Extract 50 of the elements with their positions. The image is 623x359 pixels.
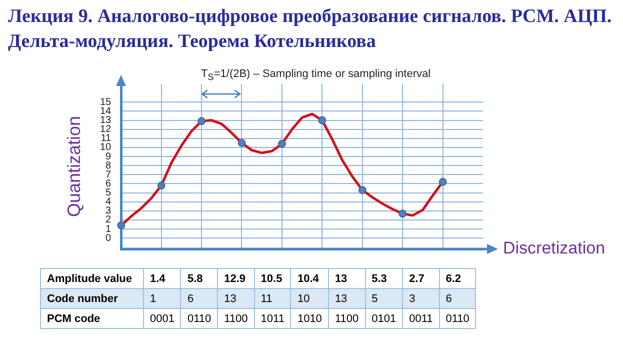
text: 1100 (218, 308, 254, 328)
y-tick-label: 2 (106, 214, 112, 226)
text: 11 (254, 288, 291, 308)
x-axis-title: Discretization (503, 238, 606, 258)
text: 5.3 (365, 268, 403, 288)
text: 0110 (180, 308, 218, 328)
y-tick-label: 14 (100, 106, 112, 117)
y-axis-title: Quantization (64, 116, 84, 218)
y-tick-label: 10 (100, 142, 112, 154)
text: 6 (439, 288, 476, 308)
y-tick-label: 9 (106, 151, 112, 162)
text: 5.8 (180, 268, 218, 288)
y-tick-label: 3 (106, 206, 112, 217)
y-tick-label: 8 (106, 160, 112, 172)
text: 1 (144, 288, 181, 308)
text: 12.9 (218, 268, 254, 288)
text: 13 (328, 288, 366, 308)
text: 6 (180, 288, 218, 308)
text: 0001 (144, 308, 181, 328)
text: PCM code (40, 308, 144, 328)
text: Amplitude value (40, 268, 144, 288)
y-tick-label: 0 (106, 232, 112, 244)
y-tick-label: 7 (106, 169, 112, 180)
text: 10.4 (290, 268, 328, 288)
text: 1011 (254, 308, 291, 328)
text: 1.4 (144, 268, 181, 288)
text: T$_{S}$=1/(2B) – Sampling time or sampling interval (201, 68, 431, 82)
text: 3 (402, 288, 440, 308)
text: 0110 (439, 308, 476, 328)
text: 5 (365, 288, 403, 308)
chart-title: Лекция 9. Аналогово-цифровое преобразование сигналов. PCM. АЦП. Дельта-модуляция. Теорема Котельникова (8, 5, 613, 54)
text: 13 (328, 268, 366, 288)
y-tick-label: 13 (100, 115, 112, 126)
text: 6.2 (439, 268, 476, 288)
text: 0101 (365, 308, 403, 328)
text: 10 (290, 288, 328, 308)
text: 0011 (402, 308, 440, 328)
y-tick-label: 5 (106, 188, 112, 199)
text: 2.7 (402, 268, 440, 288)
y-tick-label: 6 (106, 178, 112, 190)
y-tick-label: 11 (100, 133, 112, 144)
text: Code number (40, 288, 144, 308)
text: 10.5 (254, 268, 291, 288)
y-tick-label: 12 (100, 124, 112, 136)
text: 1100 (328, 308, 366, 328)
text: 13 (218, 288, 254, 308)
text: 1010 (290, 308, 328, 328)
y-tick-label: 4 (106, 196, 112, 208)
y-tick-label: 15 (100, 96, 112, 108)
y-tick-label: 1 (106, 224, 112, 235)
